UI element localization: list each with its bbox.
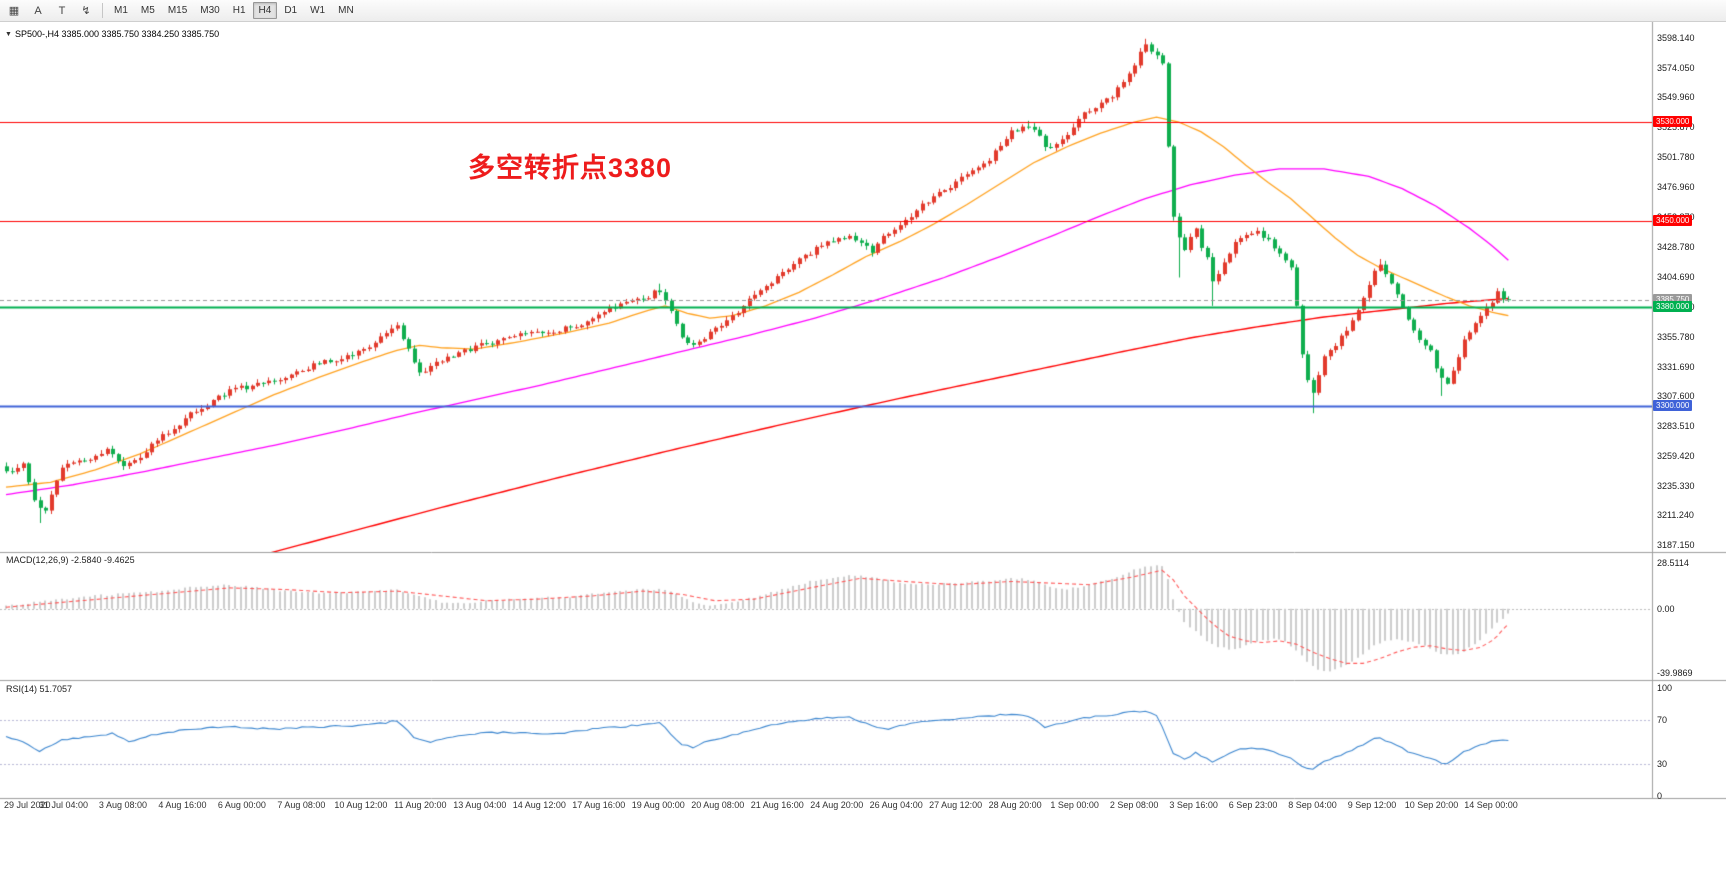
time-axis-label: 27 Aug 12:00	[929, 800, 983, 810]
price-tick-label: 3501.780	[1657, 151, 1695, 162]
rsi-tick-label: 30	[1657, 758, 1668, 769]
time-axis-label: 6 Sep 23:00	[1228, 800, 1278, 810]
toolbar-icons: ▦ A T ↯	[3, 1, 97, 20]
time-axis-label: 1 Sep 00:00	[1050, 800, 1099, 810]
timeframe-w1[interactable]: W1	[304, 2, 331, 19]
timeframe-mn[interactable]: MN	[332, 2, 360, 19]
price-tick-label: 3211.240	[1657, 510, 1694, 521]
timeframe-h1[interactable]: H1	[227, 2, 252, 19]
rsi-tick-label: 0	[1657, 791, 1663, 801]
time-axis-label: 29 Jul 2020	[4, 800, 51, 810]
time-axis-label: 11 Aug 20:00	[394, 800, 447, 810]
chart-grid-icon[interactable]: ▦	[8, 5, 20, 17]
price-tick-label: 3525.870	[1657, 122, 1695, 133]
price-tick-label: 3307.600	[1657, 391, 1695, 402]
line-tool-icon[interactable]: ↯	[81, 5, 91, 17]
hline-price-box: 3300.000	[1653, 399, 1693, 411]
timeframe-h4[interactable]: H4	[252, 2, 278, 19]
price-tick-label: 3235.330	[1657, 480, 1695, 491]
time-axis-label: 3 Aug 08:00	[98, 800, 147, 810]
time-axis-label: 26 Aug 04:00	[869, 800, 923, 810]
price-tick-label: 3549.960	[1657, 92, 1695, 103]
timeframe-m5[interactable]: M5	[135, 2, 161, 19]
toolbar-separator	[102, 3, 103, 18]
time-axis-label: 6 Aug 00:00	[217, 800, 266, 810]
price-tick-label: 3355.780	[1657, 331, 1695, 342]
hline-price-box: 3380.000	[1653, 301, 1693, 313]
time-axis-label: 14 Aug 12:00	[512, 800, 566, 810]
macd-tick-label: -39.9869	[1657, 668, 1693, 678]
collapse-arrow-icon[interactable]: ▼	[5, 31, 12, 38]
time-axis-label: 7 Aug 08:00	[277, 800, 326, 810]
price-tick-label: 3404.690	[1657, 271, 1695, 282]
timeframe-m30[interactable]: M30	[194, 2, 225, 19]
time-axis-label: 28 Aug 20:00	[988, 800, 1042, 810]
price-tick-label: 3476.960	[1657, 182, 1695, 193]
timeframe-m15[interactable]: M15	[162, 2, 193, 19]
price-tick-label: 3331.690	[1657, 361, 1695, 372]
text-tool-icon[interactable]: T	[58, 4, 66, 17]
time-axis-label: 21 Aug 16:00	[750, 800, 804, 810]
current-price-box: 3385.750	[1653, 294, 1693, 305]
time-axis-label: 10 Aug 12:00	[334, 800, 388, 810]
time-axis-label: 8 Sep 04:00	[1288, 800, 1337, 810]
price-tick-label: 3598.140	[1657, 33, 1695, 43]
rsi-tick-label: 100	[1657, 683, 1673, 693]
time-axis-label: 24 Aug 20:00	[810, 800, 864, 810]
macd-tick-label: 0.00	[1657, 603, 1675, 614]
time-axis-label: 17 Aug 16:00	[572, 800, 626, 810]
time-axis-label: 2 Sep 08:00	[1109, 800, 1159, 810]
hline-price-box: 3450.000	[1653, 214, 1693, 226]
annotation-text: 多空转折点3380	[468, 153, 673, 183]
chart-canvas[interactable]	[0, 22, 1726, 892]
price-tick-label: 3428.780	[1657, 241, 1695, 252]
macd-tick-label: 28.5114	[1657, 558, 1689, 568]
timeframe-m1[interactable]: M1	[108, 2, 134, 19]
time-axis-label: 13 Aug 04:00	[453, 800, 507, 810]
rsi-label: RSI(14) 51.7057	[6, 684, 73, 694]
chart-title: ▼ SP500-,H4 3385.000 3385.750 3384.250 33…	[5, 29, 219, 39]
time-axis-label: 10 Sep 20:00	[1404, 800, 1459, 810]
toolbar: ▦ A T ↯ M1 M5 M15 M30 H1 H4 D1 W1 MN	[0, 0, 1726, 22]
time-axis-label: 14 Sep 00:00	[1464, 800, 1518, 810]
price-tick-label: 3259.420	[1657, 450, 1695, 461]
time-axis-label: 19 Aug 00:00	[631, 800, 685, 810]
price-tick-label: 3574.050	[1657, 62, 1695, 73]
time-axis-label: 9 Sep 12:00	[1347, 800, 1397, 810]
timeframe-buttons: M1 M5 M15 M30 H1 H4 D1 W1 MN	[108, 2, 360, 19]
time-axis-label: 4 Aug 16:00	[158, 800, 207, 810]
time-axis-label: 3 Sep 16:00	[1169, 800, 1218, 810]
time-axis-label: 20 Aug 08:00	[691, 800, 745, 810]
auto-scroll-icon[interactable]: A	[34, 4, 42, 17]
hline-price-box: 3530.000	[1653, 116, 1693, 128]
timeframe-d1[interactable]: D1	[278, 2, 303, 19]
price-tick-label: 3283.510	[1657, 421, 1695, 432]
time-axis-label: 31 Jul 04:00	[38, 800, 88, 810]
chart-title-text: SP500-,H4 3385.000 3385.750 3384.250 338…	[14, 29, 220, 39]
price-tick-label: 3187.150	[1657, 540, 1695, 550]
macd-label: MACD(12,26,9) -2.5840 -9.4625	[6, 555, 135, 565]
rsi-tick-label: 70	[1657, 715, 1668, 726]
